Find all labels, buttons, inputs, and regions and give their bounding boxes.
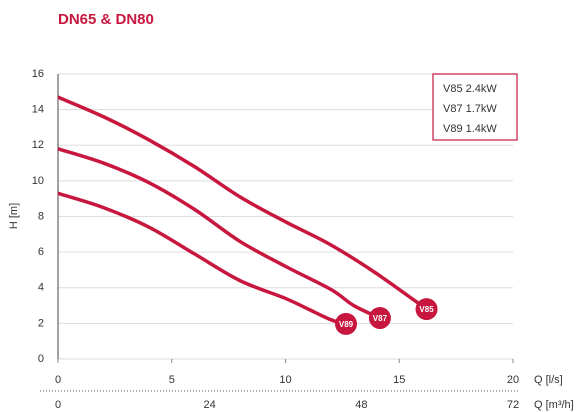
y-tick-label: 14 [32,104,44,116]
y-tick-label: 10 [32,175,44,187]
end-marker-label: V87 [373,314,388,323]
legend-label: V89 1.4kW [443,123,497,135]
end-marker-label: V85 [419,305,434,314]
x-tick-label: 0 [55,374,61,386]
curve [57,147,381,320]
x-tick-label: 10 [279,374,291,386]
x2-tick-label: 72 [507,399,519,411]
curve [57,191,347,326]
x2-axis-label: Q [m³/h] [534,399,574,411]
end-marker [335,312,358,335]
y-tick-label: 0 [38,353,44,365]
y-tick-label: 2 [38,317,44,329]
y-tick-label: 16 [32,68,44,80]
x-tick-label: 5 [169,374,175,386]
x-axis-label: Q [l/s] [534,374,563,386]
end-marker-label: V89 [339,320,354,329]
legend-box [432,73,518,141]
legend-label: V87 1.7kW [443,103,497,115]
x-tick-label: 20 [507,374,519,386]
y-tick-label: 12 [32,139,44,151]
x2-tick-label: 24 [204,399,216,411]
x2-tick-label: 0 [55,399,61,411]
chart-title: DN65 & DN80 [58,11,154,28]
y-tick-label: 4 [38,282,44,294]
x2-tick-label: 48 [355,399,367,411]
y-tick-label: 8 [38,210,44,222]
legend-label: V85 2.4kW [443,83,497,95]
curve [57,95,428,311]
end-marker [368,307,391,330]
x-tick-label: 15 [393,374,405,386]
y-axis-label: H [m] [8,203,20,229]
end-marker [415,298,438,321]
y-tick-label: 6 [38,246,44,258]
